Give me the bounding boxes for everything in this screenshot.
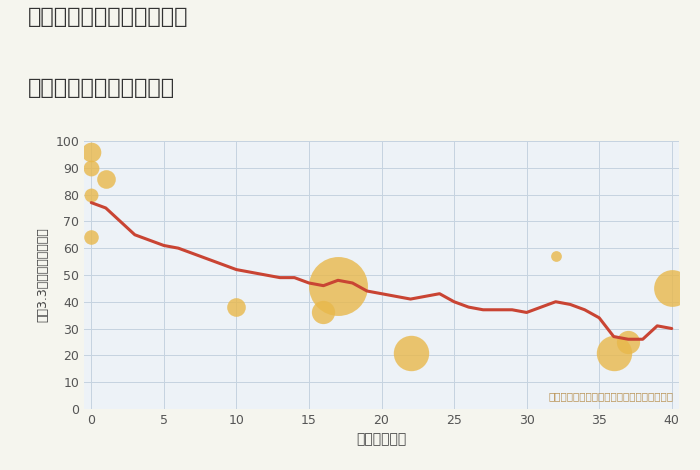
Text: 築年数別中古戸建て価格: 築年数別中古戸建て価格	[28, 78, 175, 98]
Point	[85, 191, 97, 198]
Point	[85, 148, 97, 156]
Point	[405, 349, 416, 356]
Text: 円の大きさは、取引のあった物件面積を示す: 円の大きさは、取引のあった物件面積を示す	[548, 391, 673, 401]
X-axis label: 築年数（年）: 築年数（年）	[356, 432, 407, 446]
Point	[550, 252, 561, 260]
Point	[622, 338, 634, 346]
Y-axis label: 平（3.3㎡）単価（万円）: 平（3.3㎡）単価（万円）	[36, 227, 50, 322]
Point	[608, 349, 620, 356]
Point	[85, 164, 97, 172]
Point	[666, 284, 678, 292]
Text: 三重県四日市市西富田町の: 三重県四日市市西富田町の	[28, 7, 188, 27]
Point	[85, 234, 97, 241]
Point	[100, 175, 111, 182]
Point	[231, 303, 242, 311]
Point	[332, 282, 344, 290]
Point	[318, 309, 329, 316]
